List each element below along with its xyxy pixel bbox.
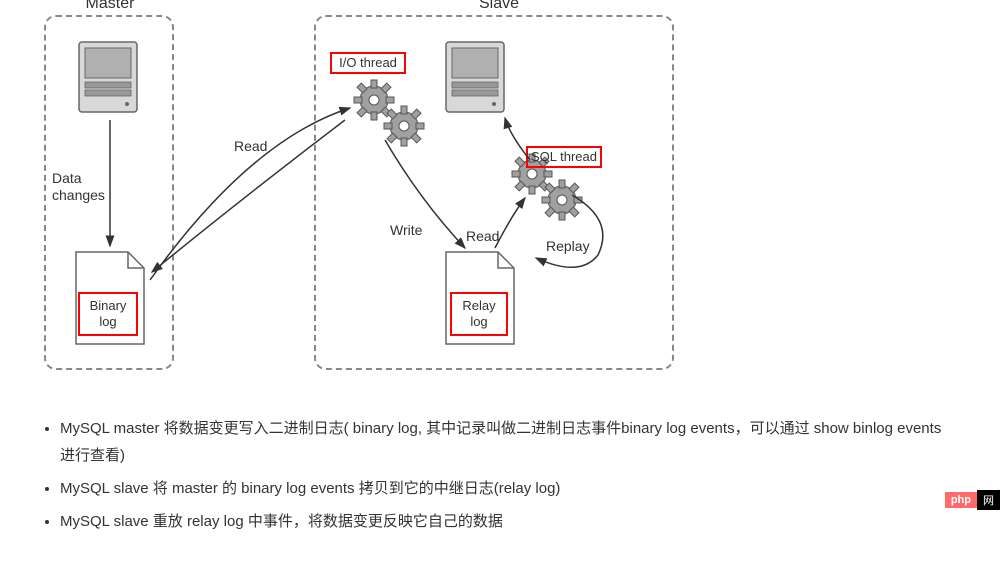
replication-diagram: Master Slave: [0, 0, 1000, 395]
read-right-label: Read: [466, 228, 499, 244]
slave-server-icon: [444, 40, 506, 123]
bullet-item: MySQL slave 将 master 的 binary log events…: [60, 475, 960, 502]
watermark-php: php: [945, 492, 977, 508]
replay-label: Replay: [546, 238, 590, 254]
write-label: Write: [390, 222, 422, 238]
master-title: Master: [80, 0, 140, 13]
watermark-suffix: 网: [977, 490, 1000, 510]
watermark: php 网: [945, 490, 1000, 510]
io-thread-gears-icon: [352, 78, 432, 163]
bullet-item: MySQL master 将数据变更写入二进制日志( binary log, 其…: [60, 415, 960, 469]
binary-log-label: Binary log: [78, 292, 138, 336]
data-changes-text: Data changes: [52, 170, 105, 203]
read-left-label: Read: [234, 138, 267, 154]
binary-log-text: Binary log: [90, 298, 127, 329]
slave-title: Slave: [474, 0, 524, 13]
io-thread-label: I/O thread: [330, 52, 406, 74]
relay-log-text: Relay log: [462, 298, 495, 329]
data-changes-label: Data changes: [52, 170, 105, 204]
bullet-item: MySQL slave 重放 relay log 中事件，将数据变更反映它自己的…: [60, 508, 960, 535]
relay-log-label: Relay log: [450, 292, 508, 336]
master-server-icon: [77, 40, 139, 123]
sql-thread-label: SQL thread: [526, 146, 602, 168]
description-bullets: MySQL master 将数据变更写入二进制日志( binary log, 其…: [40, 415, 960, 541]
